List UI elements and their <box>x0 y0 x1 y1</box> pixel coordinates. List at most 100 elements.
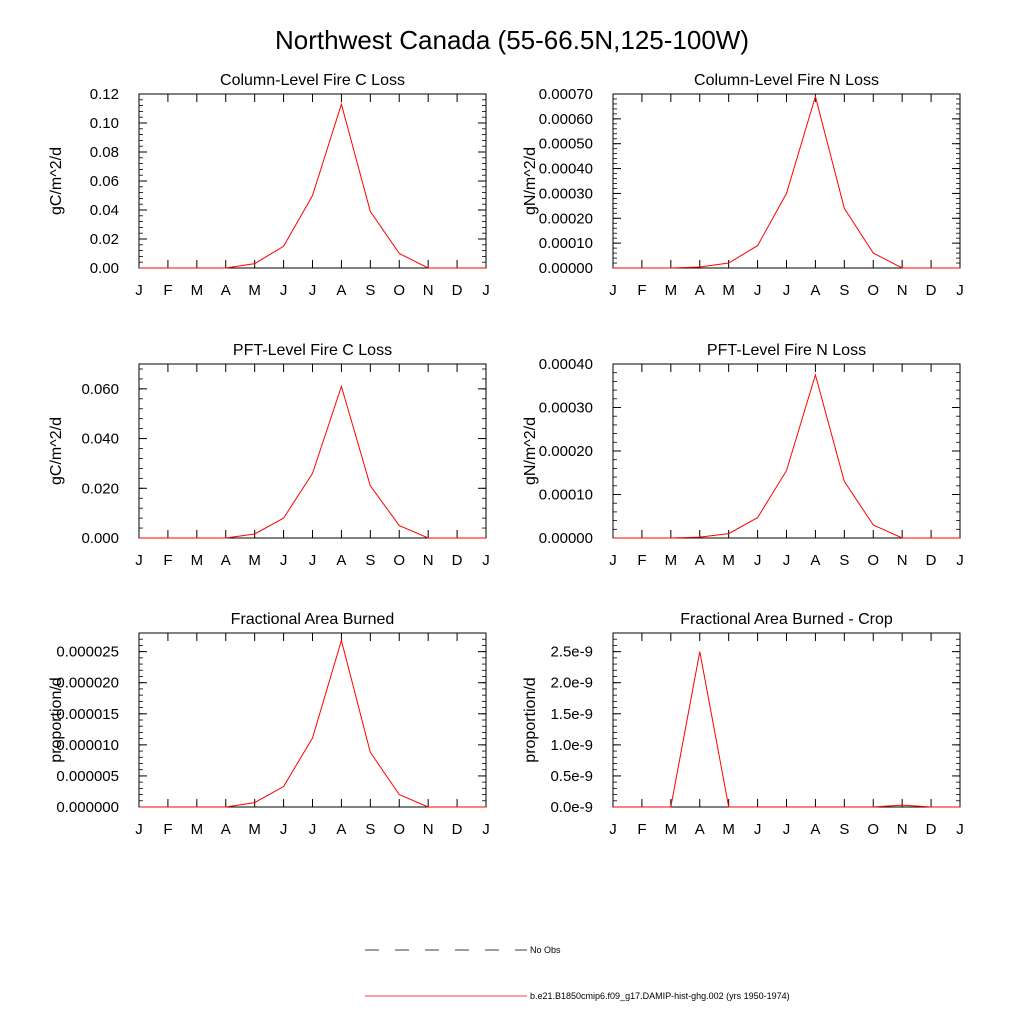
x-tick-label: O <box>393 552 405 569</box>
x-tick-label: F <box>163 282 172 299</box>
x-tick-label: J <box>754 821 762 838</box>
x-tick-label: N <box>897 282 908 299</box>
y-tick-label: 0.04 <box>90 202 119 219</box>
x-tick-label: D <box>926 552 937 569</box>
y-tick-label: 0.00030 <box>539 400 593 417</box>
x-tick-label: J <box>783 282 791 299</box>
x-tick-label: M <box>722 552 735 569</box>
y-axis-label: proportion/d <box>48 677 65 762</box>
y-tick-label: 0.020 <box>81 480 119 497</box>
legend-label-no-obs: No Obs <box>530 945 561 955</box>
series-line <box>613 651 960 808</box>
x-tick-label: A <box>336 282 346 299</box>
x-tick-label: N <box>423 282 434 299</box>
x-tick-label: A <box>336 821 346 838</box>
y-tick-label: 0.0e-9 <box>550 799 593 816</box>
x-tick-label: N <box>897 821 908 838</box>
x-tick-label: S <box>365 552 375 569</box>
series-line <box>613 373 960 539</box>
plot-frame <box>138 93 487 269</box>
x-tick-label: A <box>221 552 231 569</box>
plot-frame <box>612 363 961 539</box>
x-tick-label: D <box>926 282 937 299</box>
legend: No Obs b.e21.B1850cmip6.f09_g17.DAMIP-hi… <box>365 945 790 1001</box>
panel-title: Fractional Area Burned <box>231 611 395 628</box>
y-tick-label: 0.08 <box>90 144 119 161</box>
x-tick-label: S <box>365 282 375 299</box>
x-tick-label: F <box>637 552 646 569</box>
y-tick-label: 0.000025 <box>56 644 119 661</box>
x-tick-label: J <box>754 282 762 299</box>
y-tick-label: 0.00010 <box>539 487 593 504</box>
x-tick-label: F <box>637 821 646 838</box>
x-tick-label: O <box>867 821 879 838</box>
x-tick-label: J <box>135 552 143 569</box>
x-tick-label: S <box>839 552 849 569</box>
y-tick-label: 0.00000 <box>539 260 593 277</box>
x-tick-label: A <box>810 552 820 569</box>
y-tick-label: 0.00050 <box>539 136 593 153</box>
x-tick-label: J <box>783 821 791 838</box>
y-tick-label: 0.00070 <box>539 86 593 103</box>
x-tick-label: J <box>309 282 317 299</box>
x-tick-label: M <box>665 821 678 838</box>
y-tick-label: 0.00030 <box>539 185 593 202</box>
series-line <box>613 94 960 269</box>
x-tick-label: J <box>135 821 143 838</box>
x-tick-label: J <box>956 552 964 569</box>
plot-frame <box>612 93 961 269</box>
x-tick-label: A <box>810 282 820 299</box>
x-tick-label: J <box>309 821 317 838</box>
x-tick-label: O <box>867 552 879 569</box>
x-tick-label: M <box>722 282 735 299</box>
y-tick-label: 0.000000 <box>56 799 119 816</box>
y-tick-label: 0.00010 <box>539 235 593 252</box>
x-tick-label: J <box>482 821 490 838</box>
y-tick-label: 1.0e-9 <box>550 737 593 754</box>
x-tick-label: A <box>695 552 705 569</box>
x-tick-label: D <box>452 282 463 299</box>
y-tick-label: 0.5e-9 <box>550 768 593 785</box>
x-tick-label: M <box>665 282 678 299</box>
panel-title: Column-Level Fire N Loss <box>694 72 879 89</box>
x-tick-label: A <box>695 282 705 299</box>
y-axis-label: gC/m^2/d <box>48 147 65 215</box>
x-tick-label: M <box>248 821 261 838</box>
x-tick-label: S <box>365 821 375 838</box>
x-tick-label: A <box>221 821 231 838</box>
x-tick-label: J <box>280 552 288 569</box>
x-tick-label: M <box>191 552 204 569</box>
x-tick-label: D <box>452 552 463 569</box>
y-tick-label: 2.5e-9 <box>550 644 593 661</box>
plot-frame <box>138 363 487 539</box>
x-tick-label: M <box>722 821 735 838</box>
x-tick-label: O <box>867 282 879 299</box>
main-title: Northwest Canada (55-66.5N,125-100W) <box>275 25 749 55</box>
y-tick-label: 0.060 <box>81 381 119 398</box>
x-tick-label: S <box>839 821 849 838</box>
series-line <box>139 638 486 808</box>
plot-frame <box>612 632 961 808</box>
x-tick-label: J <box>609 821 617 838</box>
y-axis-label: gN/m^2/d <box>522 147 539 215</box>
y-tick-label: 0.02 <box>90 231 119 248</box>
y-tick-label: 0.00 <box>90 260 119 277</box>
y-tick-label: 0.12 <box>90 86 119 103</box>
y-tick-label: 0.00020 <box>539 210 593 227</box>
x-tick-label: S <box>839 282 849 299</box>
x-tick-label: J <box>280 821 288 838</box>
x-tick-label: O <box>393 282 405 299</box>
x-tick-label: M <box>191 282 204 299</box>
x-tick-label: J <box>482 552 490 569</box>
x-tick-label: D <box>926 821 937 838</box>
y-tick-label: 0.000010 <box>56 737 119 754</box>
panel-title: Column-Level Fire C Loss <box>220 72 405 89</box>
y-tick-label: 0.040 <box>81 431 119 448</box>
x-tick-label: A <box>810 821 820 838</box>
x-tick-label: J <box>135 282 143 299</box>
